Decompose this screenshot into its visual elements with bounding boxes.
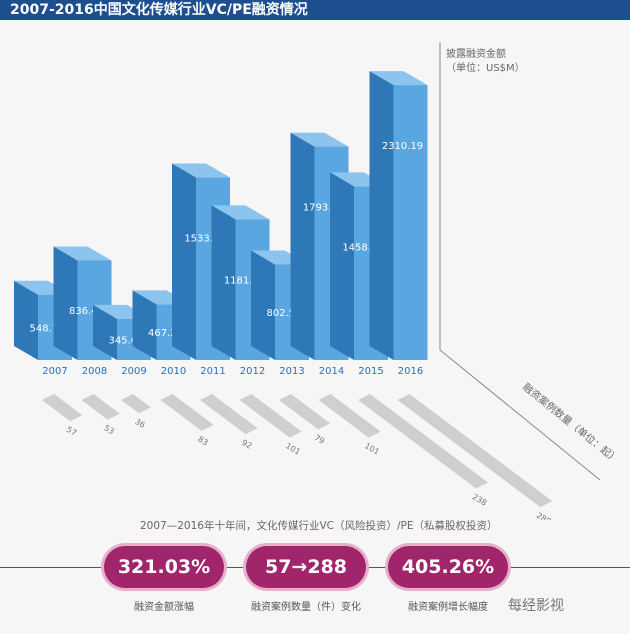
bar-side [211,205,236,360]
stat-caption: 融资案例增长幅度 [408,602,488,613]
count-axis-label: 融资案例数量（单位：起） [520,380,621,466]
amount-axis-label: 披露融资金额 （单位：US$M） [446,48,525,76]
count-label: 36 [133,417,146,430]
count-bar [318,394,381,438]
count-bar [121,394,151,414]
amount-label: 802.56 [267,308,302,319]
bar-side [290,132,315,360]
bar-side [172,163,196,360]
stat-count-change: 57→288 [246,546,366,588]
count-bar [200,394,258,435]
stat-amount-growth: 321.03% [104,546,224,588]
brand-logo: 每经影视 [508,598,564,614]
bar-side [14,280,38,360]
amount-label: 1181.66 [224,275,265,286]
count-label: 79 [313,433,326,446]
bar-top [290,132,349,147]
amount-label: 1458.79 [342,242,383,253]
chart-title: 2007-2016中国文化传媒行业VC/PE融资情况 [0,0,630,20]
count-label: 238 [471,492,489,507]
count-label: 57 [65,425,78,438]
year-label: 2010 [161,366,186,377]
amount-label: 2310.19 [382,141,423,152]
count-label: 288 [535,511,553,520]
year-label: 2014 [319,366,344,377]
count-bar [239,394,302,438]
year-label: 2015 [358,366,383,377]
count-bar [279,394,331,430]
amount-label: 345.69 [109,335,144,346]
year-label: 2011 [200,366,225,377]
count-label: 53 [102,423,115,436]
year-label: 2016 [398,366,423,377]
count-label: 92 [240,438,253,451]
bar-top [172,163,230,178]
count-bar [358,394,489,489]
amount-label: 548.70 [30,323,65,334]
bar-side [251,250,275,360]
year-label: 2007 [42,366,67,377]
count-bar [81,394,120,420]
count-axis [439,349,601,481]
year-label: 2009 [121,366,146,377]
count-bar [160,394,214,431]
amount-label: 467.29 [148,328,183,339]
amount-bar [393,85,428,360]
bar-side [132,290,157,360]
summary-note: 2007—2016年十年间，文化传媒行业VC（风险投资）/PE（私募股权投资） [140,520,498,532]
stat-caption: 融资金额涨幅 [134,602,194,613]
year-label: 2012 [240,366,265,377]
bar-side [330,172,354,360]
stat-caption: 融资案例数量（件）变化 [251,602,361,613]
count-label: 101 [363,441,381,456]
stat-count-growth: 405.26% [388,546,508,588]
bar-top [369,71,428,86]
bar-side [93,304,117,360]
bar-top [211,205,270,220]
amount-axis-title: 披露融资金额 [446,49,506,60]
bar-side [369,71,394,360]
count-bar [42,394,83,422]
count-label: 83 [196,435,209,448]
bar-chart-3d: 融资案例数量（单位：起） 57 53 36 83 92 101 79 101 238 288 548.… [14,42,622,520]
amount-label: 1793.07 [303,203,344,214]
amount-label: 1533.42 [184,234,225,245]
count-label: 101 [284,441,302,456]
amount-axis-unit: （单位：US$M） [446,63,525,74]
amount-label: 836.45 [69,306,104,317]
bar-top [53,246,112,261]
year-label: 2013 [279,366,304,377]
count-bar [397,394,553,508]
year-label: 2008 [82,366,107,377]
bar-side [53,246,78,360]
